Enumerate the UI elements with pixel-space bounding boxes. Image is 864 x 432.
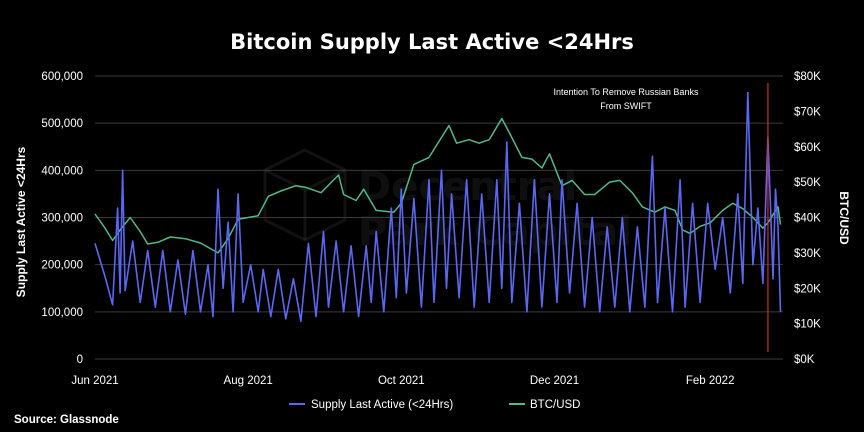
series-layer (94, 91, 782, 323)
y-axis-left: 0 100,000 200,000 300,000 400,000 500,000 600,… (41, 71, 83, 366)
y-tick-left: 500,000 (41, 118, 83, 130)
y-tick-left: 200,000 (41, 260, 83, 272)
watermark-cube-icon (263, 148, 347, 242)
series-line-btc-usd (94, 117, 782, 254)
y-tick-right: $40K (794, 213, 821, 225)
series-line-supply (94, 91, 782, 323)
chart-title: Bitcoin Supply Last Active <24Hrs (230, 30, 634, 54)
y-tick-right: $50K (794, 177, 821, 189)
y-axis-left-label: Supply Last Active <24Hrs (14, 146, 28, 297)
legend-label-price: BTC/USD (530, 399, 580, 411)
y-tick-left: 300,000 (41, 213, 83, 225)
annotation-label: From SWIFT (600, 101, 652, 111)
y-tick-right: $30K (794, 248, 821, 260)
x-tick: Oct 2021 (378, 375, 425, 387)
source-note: Source: Glassnode (14, 414, 119, 426)
legend-label-supply: Supply Last Active (<24Hrs) (311, 399, 453, 411)
y-tick-left: 600,000 (41, 71, 83, 83)
x-tick: Aug 2021 (224, 375, 273, 387)
x-tick: Dec 2021 (530, 375, 579, 387)
annotation-label: Intention To Remove Russian Banks (554, 87, 699, 97)
x-tick: Feb 2022 (686, 375, 735, 387)
y-tick-right: $70K (794, 106, 821, 118)
x-axis: Jun 2021 Aug 2021 Oct 2021 Dec 2021 Feb 2022 (71, 375, 734, 387)
x-tick: Jun 2021 (71, 375, 118, 387)
y-tick-left: 0 (77, 354, 83, 366)
y-tick-right: $20K (794, 283, 821, 295)
y-axis-right-label: BTC/USD (837, 191, 851, 245)
y-axis-right: $0K $10K $20K $30K $40K $50K $60K $70K $80K (794, 71, 821, 366)
y-tick-left: 400,000 (41, 165, 83, 177)
y-tick-right: $10K (794, 319, 821, 331)
annotation-layer: Intention To Remove Russian Banks From SW… (554, 83, 769, 352)
gridlines (95, 75, 783, 360)
y-tick-right: $0K (794, 354, 815, 366)
y-tick-right: $60K (794, 142, 821, 154)
y-tick-right: $80K (794, 71, 821, 83)
legend: Supply Last Active (<24Hrs) BTC/USD (289, 399, 580, 411)
y-tick-left: 100,000 (41, 307, 83, 319)
